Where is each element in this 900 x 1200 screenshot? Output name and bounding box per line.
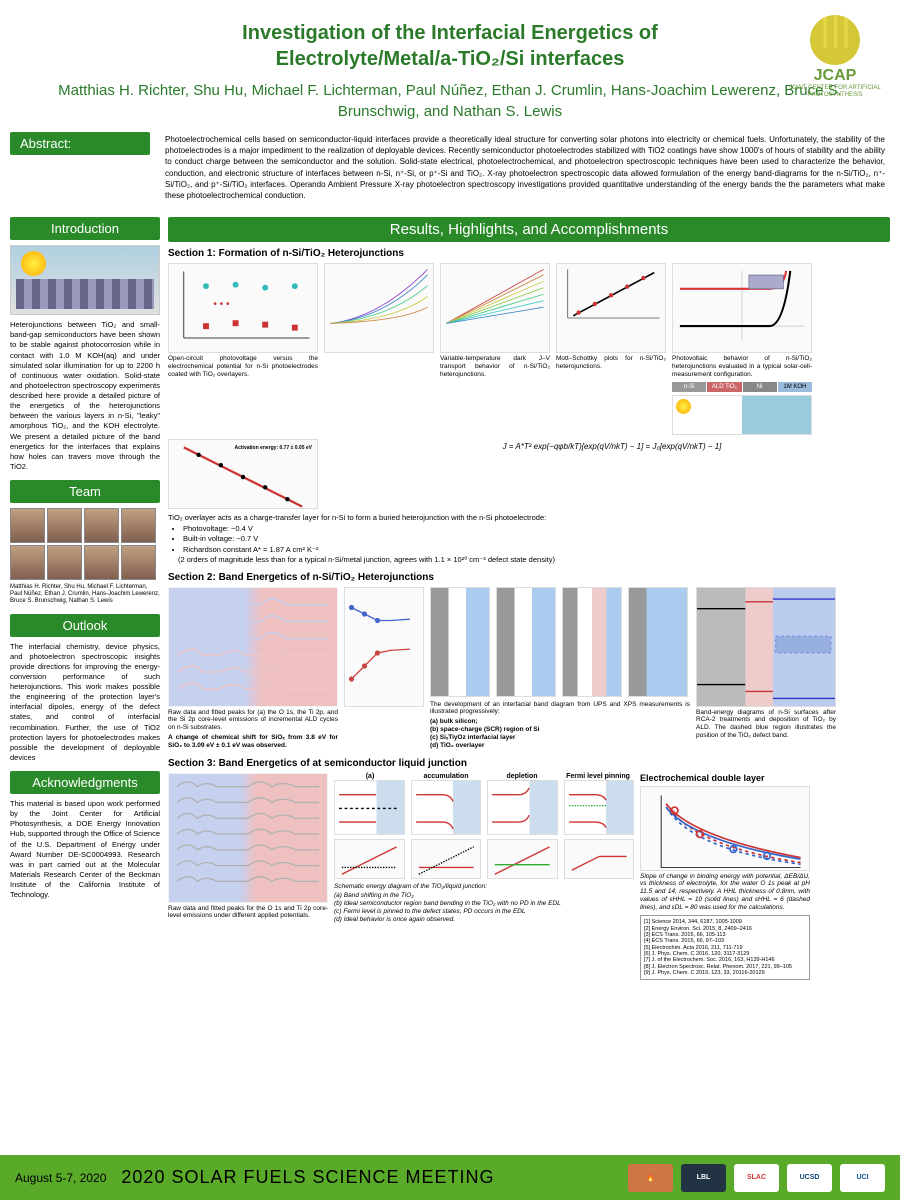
authors: Matthias H. Richter, Shu Hu, Michael F. … — [20, 80, 880, 122]
s2-fig-xps — [168, 587, 338, 707]
s2-band-d — [628, 587, 688, 697]
s2-band-a — [430, 587, 490, 697]
s3-title: Section 3: Band Energetics of at semicon… — [168, 758, 890, 769]
intro-header: Introduction — [10, 217, 160, 240]
s2-title: Section 2: Band Energetics of n-Si/TiO₂ … — [168, 572, 890, 583]
s3-schema-b — [411, 780, 482, 835]
s1-band-small — [672, 395, 812, 435]
s2-band-full — [696, 587, 836, 707]
s3-plot-a — [334, 839, 405, 879]
s2-band-b — [496, 587, 556, 697]
poster-title: Investigation of the Interfacial Energet… — [20, 20, 880, 72]
s1-fig-mott — [556, 263, 666, 353]
outlook-text: The interfacial chemistry, device physic… — [10, 642, 160, 764]
sidebar: Introduction Heterojunctions between TiO… — [10, 217, 160, 984]
s1-fig-jv-temp2 — [440, 263, 550, 353]
team-header: Team — [10, 480, 160, 503]
s2-band-c — [562, 587, 622, 697]
s1-title: Section 1: Formation of n-Si/TiO₂ Hetero… — [168, 248, 890, 259]
s3-plot-c — [487, 839, 558, 879]
s3-plot-b — [411, 839, 482, 879]
outlook-header: Outlook — [10, 614, 160, 637]
footer-logos: 🔥 LBL SLAC UCSD UCI — [628, 1164, 885, 1192]
ack-header: Acknowledgments — [10, 771, 160, 794]
abstract-header: Abstract: — [10, 132, 150, 155]
s1-bullets: Photovoltage: ~0.4 V Built-in voltage: ~… — [168, 524, 890, 566]
poster-header: Investigation of the Interfacial Energet… — [0, 0, 900, 132]
s3-fig-xps — [168, 773, 328, 903]
results-header: Results, Highlights, and Accomplishments — [168, 217, 890, 242]
s1-fig-pv — [672, 263, 812, 353]
references: [1] Science 2014, 344, 6187, 1005-1009 [… — [640, 915, 810, 980]
jcap-logo: ||| JCAP JOINT CENTER FOR ARTIFICIAL PHO… — [785, 15, 885, 98]
s1-fig-ocp — [168, 263, 318, 353]
s3-schema-d — [564, 780, 635, 835]
team-names: Matthias H. Richter, Shu Hu, Michael F. … — [10, 584, 160, 606]
abstract-text: Photoelectrochemical cells based on semi… — [160, 132, 890, 209]
footer: August 5-7, 2020 2020 SOLAR FUELS SCIENC… — [0, 1155, 900, 1200]
s3-fig-edl — [640, 786, 810, 871]
footer-title: 2020 SOLAR FUELS SCIENCE MEETING — [121, 1167, 494, 1188]
s1-fig-arrhenius: Activation energy: 0.77 ± 0.05 eV — [168, 439, 318, 509]
s1-fig-jv-temp — [324, 263, 434, 353]
team-photos — [10, 508, 160, 580]
s3-schema-c — [487, 780, 558, 835]
s3-schema-a — [334, 780, 405, 835]
footer-date: August 5-7, 2020 — [15, 1171, 106, 1185]
intro-text: Heterojunctions between TiO₂ and small-b… — [10, 320, 160, 472]
s2-fig-shift — [344, 587, 424, 707]
intro-diagram — [10, 245, 160, 315]
s3-plot-d — [564, 839, 635, 879]
ack-text: This material is based upon work perform… — [10, 799, 160, 900]
results-content: Results, Highlights, and Accomplishments… — [168, 217, 890, 984]
